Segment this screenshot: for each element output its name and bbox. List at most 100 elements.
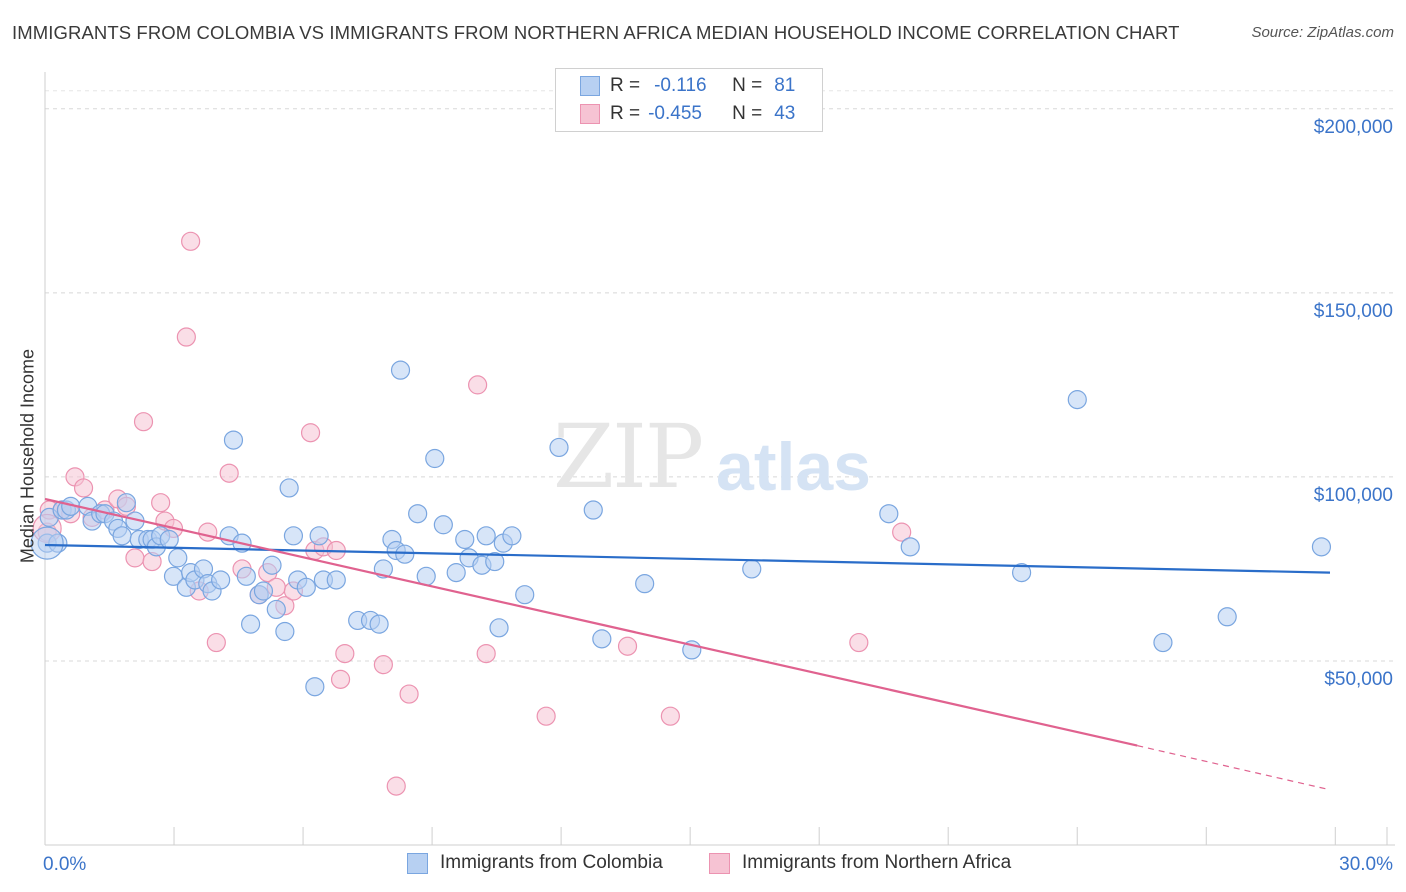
data-point [408, 504, 428, 524]
legend-swatch-pink [580, 104, 600, 124]
data-point [283, 526, 304, 546]
legend-swatch-pink [709, 852, 730, 874]
trend-line-northern-africa-extension [1137, 745, 1331, 791]
data-point [476, 526, 496, 546]
data-point [476, 643, 496, 664]
y-tick-label: $100,000 [1314, 485, 1393, 506]
data-point [433, 515, 453, 535]
data-point [536, 706, 556, 726]
data-point [300, 423, 321, 443]
data-point [181, 231, 201, 251]
x-tick-label-max: 30.0% [1339, 854, 1393, 875]
data-point [309, 526, 329, 546]
legend-row-colombia: R = -0.116 N = 81 [580, 73, 795, 99]
data-point [660, 706, 680, 726]
data-point [211, 570, 231, 590]
y-tick-label: $50,000 [1324, 669, 1393, 690]
data-point [30, 526, 64, 560]
data-point [279, 478, 299, 498]
data-point [326, 570, 346, 590]
series-legend: Immigrants from Colombia Immigrants from… [0, 852, 1406, 876]
data-point [515, 585, 535, 605]
n-value: 81 [774, 75, 796, 96]
y-tick-labels: $50,000 $100,000 $150,000 $200,000 [1314, 117, 1393, 690]
data-point [468, 375, 488, 395]
data-point [335, 643, 355, 664]
data-point [266, 599, 286, 620]
trend-line-northern-africa [44, 497, 1138, 747]
data-point [742, 559, 762, 579]
data-point [617, 636, 638, 656]
data-point [1217, 607, 1237, 627]
data-point [502, 526, 522, 546]
watermark-atlas: atlas [716, 429, 871, 505]
data-point [399, 684, 419, 704]
trend-lines [44, 497, 1331, 791]
data-point [635, 574, 655, 594]
legend-swatch-blue [580, 76, 600, 96]
data-point [489, 618, 509, 638]
data-point [369, 614, 389, 634]
colombia-points [30, 360, 1332, 697]
r-value: -0.116 [654, 75, 707, 96]
y-tick-label: $150,000 [1314, 301, 1393, 322]
source-label: Source: ZipAtlas.com [1251, 24, 1394, 41]
data-point [116, 493, 136, 513]
data-point [395, 544, 415, 564]
n-label: N = [732, 103, 763, 124]
data-point [296, 577, 316, 597]
y-tick-label: $200,000 [1314, 117, 1393, 138]
data-point [198, 522, 218, 542]
data-point [1311, 537, 1332, 557]
y-axis-label: Median Household Income [17, 348, 38, 564]
correlation-legend: R = -0.116 N = 81 R = -0.455 N = 43 [555, 68, 823, 132]
data-point [425, 448, 445, 469]
data-point [879, 504, 899, 524]
data-point [206, 632, 226, 653]
legend-swatch-blue [407, 852, 428, 874]
legend-item-colombia[interactable]: Immigrants from Colombia [407, 852, 663, 874]
axes [44, 72, 1395, 846]
legend-row-northern-africa: R = -0.455 N = 43 [580, 101, 795, 127]
trend-line-colombia [44, 543, 1331, 574]
r-label: R = [610, 103, 641, 124]
data-point [159, 529, 179, 550]
data-point [330, 669, 351, 689]
data-point [125, 548, 145, 568]
x-tick-label-min: 0.0% [43, 854, 86, 875]
data-point [849, 632, 869, 653]
data-point [892, 522, 912, 542]
data-point [900, 537, 920, 557]
legend-label-colombia: Immigrants from Colombia [440, 852, 663, 873]
n-label: N = [732, 75, 763, 96]
data-point [1153, 632, 1173, 653]
data-point [446, 563, 466, 583]
r-value: -0.455 [648, 103, 702, 124]
data-point [241, 614, 261, 634]
data-point [133, 412, 154, 432]
data-point [112, 526, 132, 546]
data-point [176, 327, 196, 347]
legend-item-northern-africa[interactable]: Immigrants from Northern Africa [709, 852, 1011, 874]
data-point [373, 655, 393, 675]
data-point [583, 500, 603, 520]
data-point [549, 437, 569, 458]
x-tick-labels: 0.0% 30.0% [43, 854, 1393, 875]
data-point [485, 551, 505, 572]
data-point [236, 566, 256, 586]
r-label: R = [610, 75, 641, 96]
data-point [386, 776, 406, 796]
watermark-zip: ZIP [553, 405, 704, 508]
data-point [305, 677, 325, 697]
data-point [219, 463, 239, 483]
data-point [73, 478, 94, 498]
data-point [223, 430, 244, 450]
data-point [275, 621, 295, 642]
data-point [168, 548, 188, 568]
data-point [1067, 390, 1087, 410]
legend-label-northern-africa: Immigrants from Northern Africa [742, 852, 1012, 873]
n-value: 43 [774, 103, 796, 124]
data-point [253, 581, 274, 601]
data-point [262, 555, 282, 575]
